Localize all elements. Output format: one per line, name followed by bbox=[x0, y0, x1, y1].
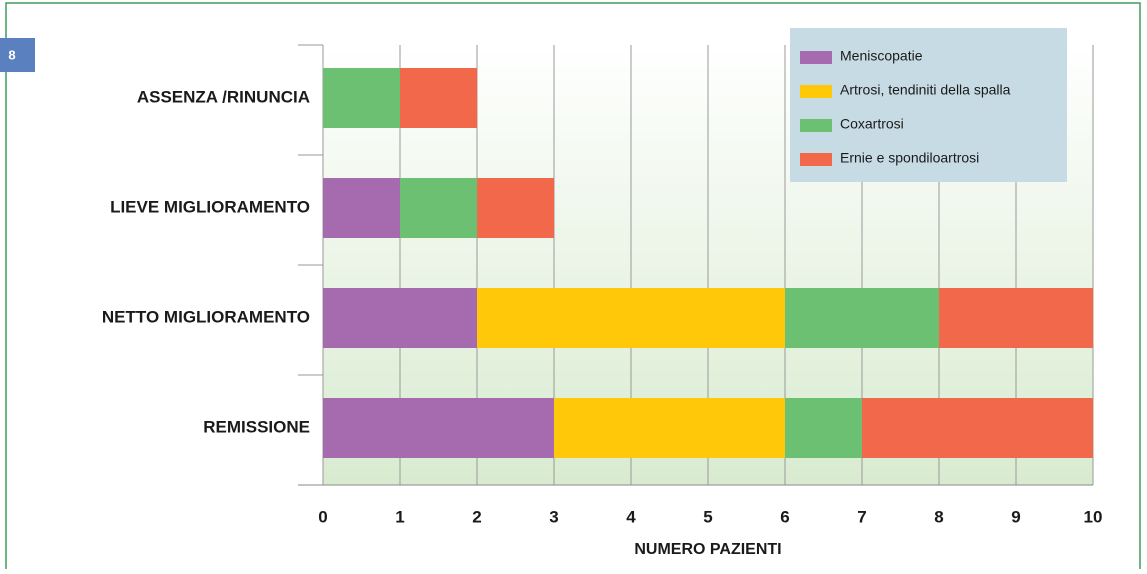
bar-segment bbox=[477, 288, 785, 348]
legend-swatch bbox=[800, 85, 832, 98]
bar-segment bbox=[785, 288, 939, 348]
bar-segment bbox=[323, 178, 400, 238]
legend-label: Coxartrosi bbox=[840, 116, 904, 132]
bar-segment bbox=[939, 288, 1093, 348]
bar-segment bbox=[400, 68, 477, 128]
bar-segment bbox=[323, 398, 554, 458]
x-axis-label: NUMERO PAZIENTI bbox=[634, 541, 781, 558]
figure-badge bbox=[0, 38, 35, 72]
y-tick-label: LIEVE MIGLIORAMENTO bbox=[110, 197, 310, 216]
legend-swatch bbox=[800, 153, 832, 166]
x-tick-label: 8 bbox=[934, 507, 943, 526]
bar-segment bbox=[323, 68, 400, 128]
x-tick-label: 6 bbox=[780, 507, 789, 526]
bar-segment bbox=[323, 288, 477, 348]
legend-swatch bbox=[800, 51, 832, 64]
legend-label: Meniscopatie bbox=[840, 48, 923, 64]
bar-segment bbox=[477, 178, 554, 238]
x-tick-label: 10 bbox=[1084, 507, 1103, 526]
bar-segment bbox=[785, 398, 862, 458]
figure-label: 8 bbox=[8, 47, 15, 62]
x-tick-label: 3 bbox=[549, 507, 558, 526]
x-tick-label: 0 bbox=[318, 507, 327, 526]
y-tick-label: REMISSIONE bbox=[203, 417, 310, 436]
y-tick-label: NETTO MIGLIORAMENTO bbox=[102, 307, 310, 326]
bar-segment bbox=[554, 398, 785, 458]
legend-label: Artrosi, tendiniti della spalla bbox=[840, 82, 1011, 98]
x-tick-label: 5 bbox=[703, 507, 712, 526]
bar-segment bbox=[400, 178, 477, 238]
frame bbox=[5, 2, 1141, 574]
legend-box bbox=[790, 28, 1067, 182]
x-tick-label: 2 bbox=[472, 507, 481, 526]
y-tick-label: ASSENZA /RINUNCIA bbox=[137, 87, 310, 106]
x-tick-label: 9 bbox=[1011, 507, 1020, 526]
legend-label: Ernie e spondiloartrosi bbox=[840, 150, 979, 166]
legend-swatch bbox=[800, 119, 832, 132]
x-tick-label: 7 bbox=[857, 507, 866, 526]
bar-segment bbox=[862, 398, 1093, 458]
x-tick-label: 4 bbox=[626, 507, 636, 526]
x-tick-label: 1 bbox=[395, 507, 404, 526]
